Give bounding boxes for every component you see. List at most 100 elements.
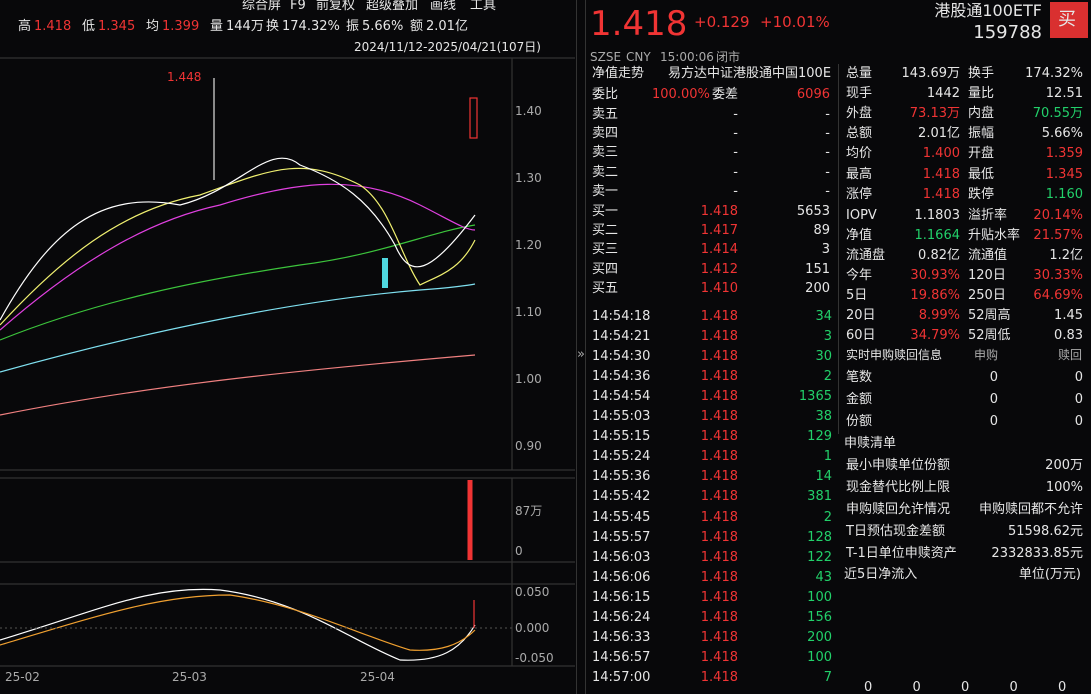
trade-volume: 43 bbox=[815, 569, 832, 585]
stat-key: 20日 bbox=[846, 308, 876, 324]
date-label: 25-03 bbox=[172, 670, 207, 684]
stat-key: 250日 bbox=[968, 288, 1006, 304]
stat-key: 均价 bbox=[846, 146, 873, 162]
stat-key: 量比 bbox=[968, 86, 995, 102]
trade-time: 14:55:24 bbox=[592, 449, 651, 465]
stat-value: 0.83 bbox=[1054, 328, 1083, 344]
stat-key: 内盘 bbox=[968, 106, 995, 122]
ask-volume: - bbox=[825, 164, 830, 180]
trade-volume: 122 bbox=[807, 549, 832, 565]
row-label: 申购赎回允许情况 bbox=[846, 502, 951, 517]
value: 2332833.85元 bbox=[991, 546, 1083, 561]
stat-key: 涨停 bbox=[846, 186, 873, 202]
bid-volume: 3 bbox=[821, 242, 830, 258]
toolbar-item[interactable]: 超级叠加 bbox=[366, 0, 419, 13]
stat-value: 12.51 bbox=[1045, 86, 1083, 102]
toolbar-item[interactable]: 工具 bbox=[470, 0, 497, 13]
row-label: 份额 bbox=[846, 414, 873, 429]
trade-volume: 156 bbox=[807, 609, 832, 625]
volume-axis-label: 0 bbox=[515, 544, 523, 558]
trade-volume: 2 bbox=[823, 509, 832, 525]
stat-value: 0.82亿 bbox=[918, 247, 960, 263]
trade-price: 1.418 bbox=[700, 349, 738, 365]
value: 0 bbox=[1074, 370, 1083, 385]
flow-value: 0 bbox=[1058, 680, 1067, 694]
bid-volume: 200 bbox=[805, 280, 830, 296]
value: 0 bbox=[989, 414, 998, 429]
buy-button[interactable] bbox=[1050, 2, 1088, 38]
security-name: 港股通100ETF bbox=[934, 1, 1042, 20]
ask-price: - bbox=[733, 145, 738, 161]
stat-key: 52周低 bbox=[968, 328, 1011, 344]
trade-time: 14:54:36 bbox=[592, 369, 651, 385]
value: 0 bbox=[1074, 392, 1083, 407]
stat-value: 8.99% bbox=[918, 308, 960, 324]
stat-value: 5.66% bbox=[1041, 126, 1083, 142]
trade-volume: 7 bbox=[823, 669, 832, 685]
trade-price: 1.418 bbox=[700, 389, 738, 405]
ask-price: - bbox=[733, 107, 738, 122]
security-code: 159788 bbox=[973, 22, 1042, 43]
stat-key: 流通盘 bbox=[846, 247, 886, 263]
trade-price: 1.418 bbox=[700, 669, 738, 685]
ask-level: 卖一 bbox=[592, 183, 619, 199]
ask-price: - bbox=[733, 164, 738, 180]
collapse-arrow[interactable]: » bbox=[577, 347, 585, 362]
macd-axis-label: 0.050 bbox=[515, 585, 550, 599]
label: 委差 bbox=[712, 87, 739, 102]
stat-key: 换手 bbox=[968, 66, 995, 81]
trade-time: 14:55:45 bbox=[592, 509, 651, 525]
stat-value: 1.399 bbox=[162, 19, 200, 34]
ask-price: - bbox=[733, 126, 738, 142]
trade-volume: 128 bbox=[807, 529, 832, 545]
stat-key: 今年 bbox=[846, 268, 873, 283]
meta: SZSE bbox=[590, 50, 622, 64]
stat-value: 30.93% bbox=[910, 268, 960, 283]
ask-volume: - bbox=[825, 183, 830, 199]
nav-link: 净值走势 bbox=[592, 66, 645, 81]
value: 100% bbox=[1045, 480, 1083, 495]
stat-key: 溢折率 bbox=[968, 207, 1008, 223]
toolbar-item[interactable]: F9 bbox=[290, 0, 306, 13]
trade-volume: 14 bbox=[815, 469, 832, 485]
bid-level: 买五 bbox=[592, 280, 619, 296]
toolbar-item[interactable]: 画线 bbox=[430, 0, 457, 13]
stat-key: 流通值 bbox=[968, 247, 1008, 263]
trade-time: 14:56:24 bbox=[592, 609, 651, 625]
stat-value: 174.32% bbox=[282, 19, 340, 34]
ask-level: 卖四 bbox=[592, 126, 619, 142]
row-label: T日预估现金差额 bbox=[846, 524, 945, 539]
trade-volume: 1 bbox=[823, 449, 832, 465]
toolbar-item[interactable]: 综合屏 bbox=[242, 0, 282, 13]
trade-volume: 381 bbox=[807, 489, 832, 505]
change-pct: +10.01% bbox=[760, 13, 830, 31]
date-range: 2024/11/12-2025/04/21(107日) bbox=[354, 40, 541, 54]
trade-price: 1.418 bbox=[700, 529, 738, 545]
stat-key: 换 bbox=[266, 19, 280, 34]
macd-axis-label: 0.000 bbox=[515, 621, 550, 635]
trade-time: 14:54:21 bbox=[592, 329, 651, 345]
stat-value: 73.13万 bbox=[909, 106, 960, 122]
trade-time: 14:56:15 bbox=[592, 589, 651, 605]
stat-key: 开盘 bbox=[968, 146, 995, 162]
bid-volume: 151 bbox=[805, 261, 830, 277]
stat-key: 总额 bbox=[846, 126, 873, 142]
stat-key: 52周高 bbox=[968, 308, 1011, 324]
stat-key: 高 bbox=[18, 19, 32, 34]
row-label: 现金替代比例上限 bbox=[846, 480, 951, 495]
trade-price: 1.418 bbox=[700, 409, 738, 425]
stat-value: 1.418 bbox=[922, 166, 960, 182]
bid-price: 1.414 bbox=[700, 242, 738, 258]
trade-time: 14:55:42 bbox=[592, 489, 651, 505]
trade-price: 1.418 bbox=[700, 429, 738, 445]
stat-value: 1442 bbox=[926, 86, 960, 102]
toolbar-item[interactable]: 前复权 bbox=[316, 0, 356, 13]
stat-value: 21.57% bbox=[1033, 227, 1083, 243]
buy-label: 买 bbox=[1058, 9, 1076, 30]
trade-price: 1.418 bbox=[700, 329, 738, 345]
trade-price: 1.418 bbox=[700, 489, 738, 505]
stat-key: 总量 bbox=[846, 66, 873, 81]
bid-level: 买三 bbox=[592, 242, 619, 258]
last-price: 1.418 bbox=[590, 4, 688, 44]
stat-value: 1.345 bbox=[1045, 166, 1083, 182]
